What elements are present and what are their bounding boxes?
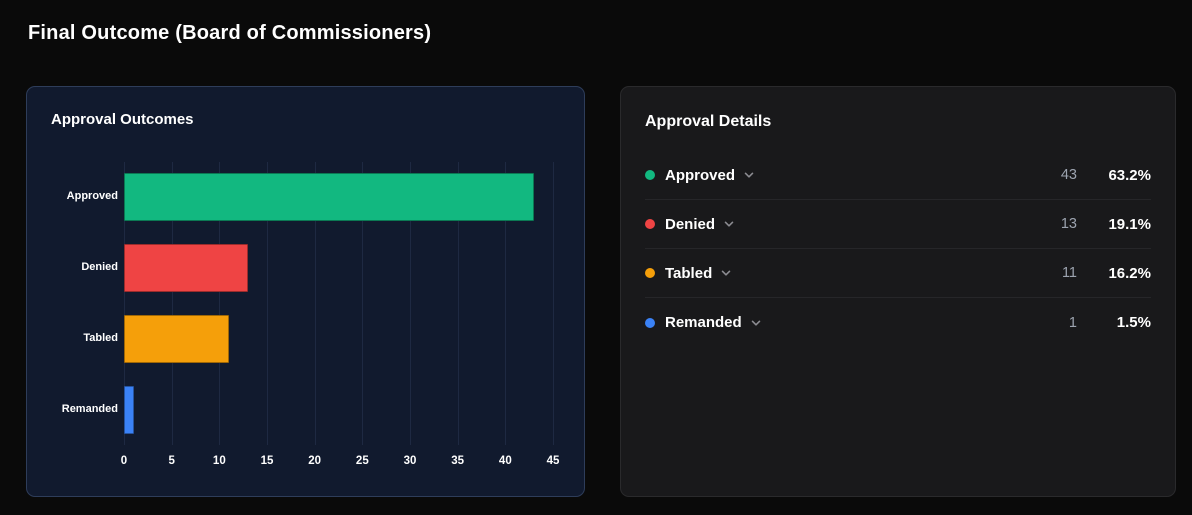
page-title: Final Outcome (Board of Commissioners) (28, 22, 432, 44)
x-axis-tick-label: 10 (212, 455, 226, 467)
details-row-label: Tabled (665, 264, 713, 282)
details-row-percent: 1.5% (1116, 314, 1151, 331)
chart-gridline (553, 162, 554, 445)
details-row-denied[interactable]: Denied 13 19.1% (645, 200, 1151, 249)
chart-panel-title: Approval Outcomes (51, 111, 194, 128)
details-row-label: Remanded (665, 314, 742, 331)
details-row-percent: 16.2% (1108, 264, 1151, 282)
x-axis-tick-label: 15 (260, 455, 274, 467)
bar-approved[interactable] (124, 173, 534, 222)
x-axis-tick-label: 40 (498, 455, 512, 467)
chevron-down-icon[interactable] (750, 317, 762, 329)
details-rows: Approved 43 63.2% Denied 13 19.1% Tabled 11 16.2… (645, 151, 1151, 347)
chart-gridline (457, 162, 459, 445)
chart-plot-area (124, 162, 570, 445)
category-label-tabled: Tabled (83, 331, 118, 344)
details-row-count: 1 (1068, 314, 1077, 331)
chevron-down-icon[interactable] (720, 267, 732, 279)
series-color-dot (645, 170, 655, 180)
category-label-approved: Approved (66, 190, 118, 203)
details-row-remanded[interactable]: Remanded 1 1.5% (645, 298, 1151, 347)
details-row-approved[interactable]: Approved 43 63.2% (645, 151, 1151, 200)
bar-tabled[interactable] (124, 314, 229, 363)
chart-gridline (171, 162, 173, 445)
details-row-count: 13 (1060, 216, 1077, 232)
chart-gridline (505, 162, 507, 445)
category-label-remanded: Remanded (61, 402, 118, 415)
chart-category-labels: Approved Denied Tabled Remanded (33, 162, 118, 445)
series-color-dot (645, 317, 655, 328)
x-axis-tick-label: 20 (308, 455, 322, 467)
chevron-down-icon[interactable] (743, 169, 755, 181)
details-row-label: Denied (665, 215, 716, 233)
x-axis-tick-label: 5 (168, 455, 175, 467)
chart-gridline (314, 162, 316, 445)
chart-gridline (410, 162, 411, 445)
chart-gridline (124, 162, 125, 445)
bar-denied[interactable] (124, 244, 248, 293)
chart-gridline (362, 162, 364, 445)
x-axis-tick-label: 30 (403, 455, 417, 467)
chart-x-axis: 0 5 10 15 20 25 30 35 40 45 (120, 455, 570, 471)
details-row-percent: 19.1% (1108, 215, 1151, 233)
bar-remanded[interactable] (124, 385, 134, 434)
chart-gridline (219, 162, 221, 445)
approval-outcomes-panel: Approval Outcomes Approved Denied Tabled Re… (26, 86, 585, 497)
x-axis-tick-label: 35 (451, 455, 465, 467)
category-label-denied: Denied (81, 261, 118, 274)
series-color-dot (645, 219, 655, 229)
x-axis-tick-label: 0 (120, 455, 128, 467)
approval-details-panel: Approval Details Approved 43 63.2% Denied 13… (620, 86, 1176, 497)
details-panel-title: Approval Details (645, 113, 772, 130)
chevron-down-icon[interactable] (723, 218, 735, 230)
chart-gridline (267, 162, 268, 445)
x-axis-tick-label: 45 (546, 455, 560, 467)
details-row-percent: 63.2% (1108, 166, 1151, 184)
details-row-count: 43 (1060, 167, 1077, 183)
x-axis-tick-label: 25 (355, 455, 369, 467)
series-color-dot (645, 268, 655, 278)
details-row-count: 11 (1061, 265, 1077, 281)
details-row-label: Approved (665, 166, 736, 184)
details-row-tabled[interactable]: Tabled 11 16.2% (645, 249, 1151, 298)
